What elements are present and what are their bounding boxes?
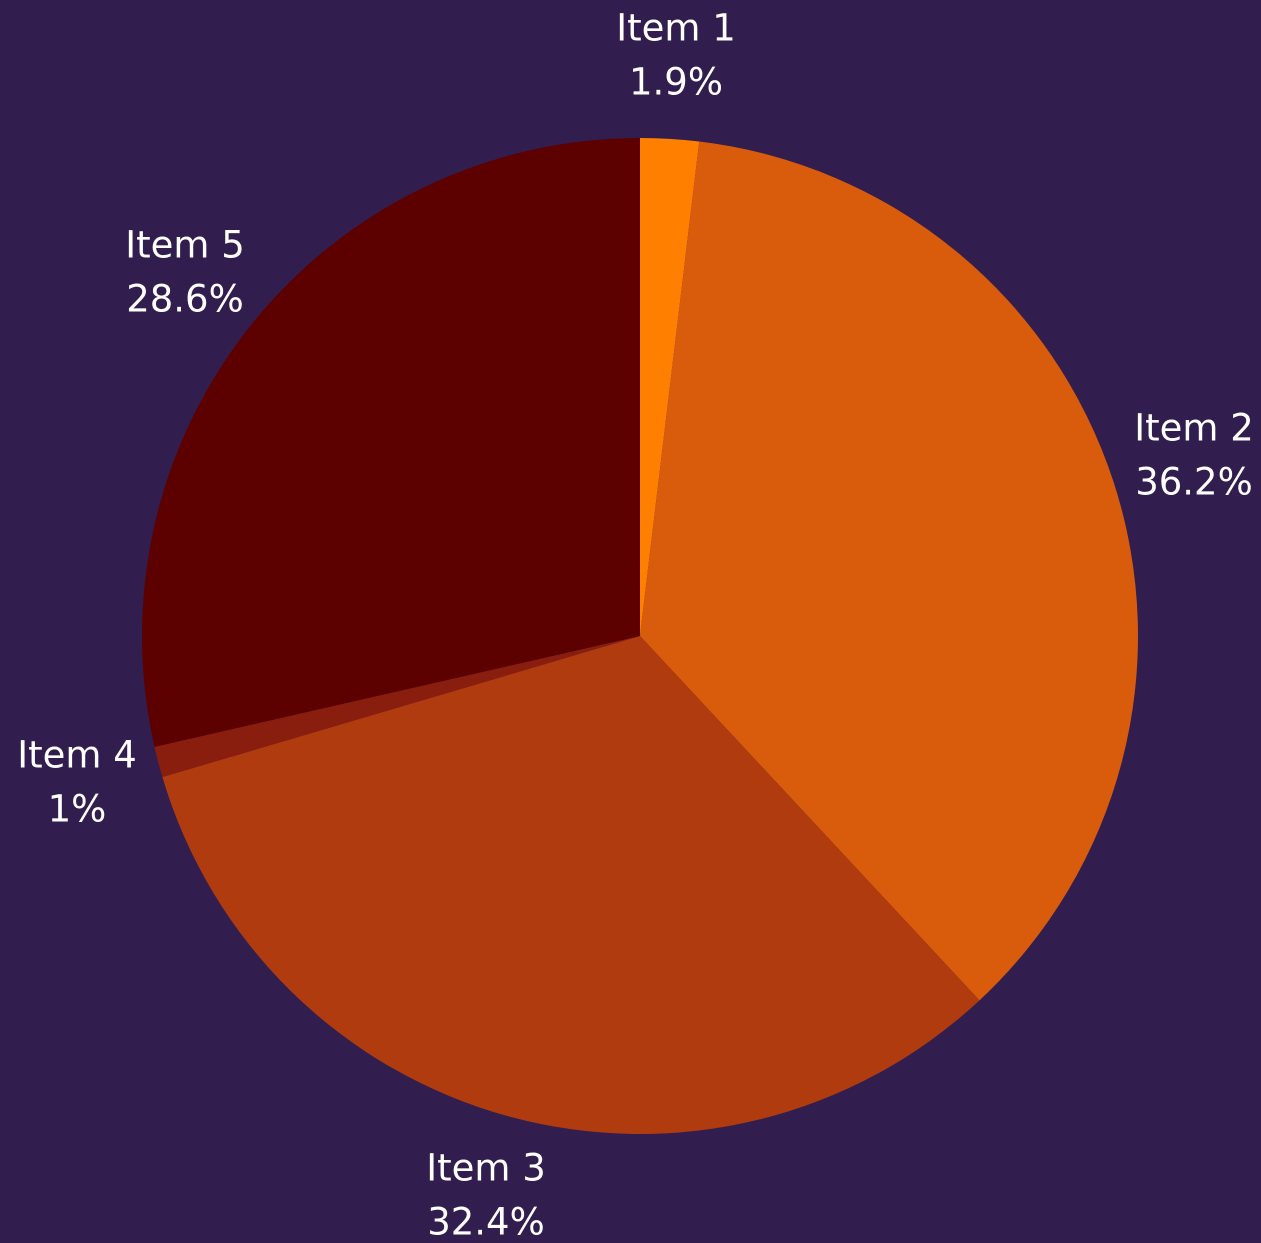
- slice-label-1: Item 1: [616, 7, 736, 50]
- pie-slice-3: [162, 636, 980, 1135]
- slice-label-3: Item 3: [426, 1147, 546, 1190]
- pie-labels: Item 1 1.9% Item 2 36.2% Item 3 32.4% Item 4 1%…: [17, 7, 1254, 1243]
- pie-slices: [142, 138, 1138, 1135]
- slice-value-4: 1%: [48, 788, 107, 831]
- slice-label-4: Item 4: [17, 734, 137, 777]
- slice-label-2: Item 2: [1134, 407, 1254, 450]
- slice-value-1: 1.9%: [629, 61, 723, 104]
- pie-slice-4: [154, 636, 641, 778]
- pie-slice-5: [142, 138, 640, 747]
- slice-value-2: 36.2%: [1135, 461, 1253, 504]
- slice-value-3: 32.4%: [427, 1201, 545, 1243]
- pie-slice-1: [640, 138, 700, 636]
- pie-slice-2: [640, 141, 1138, 1001]
- slice-label-5: Item 5: [125, 224, 245, 267]
- slice-value-5: 28.6%: [126, 278, 244, 321]
